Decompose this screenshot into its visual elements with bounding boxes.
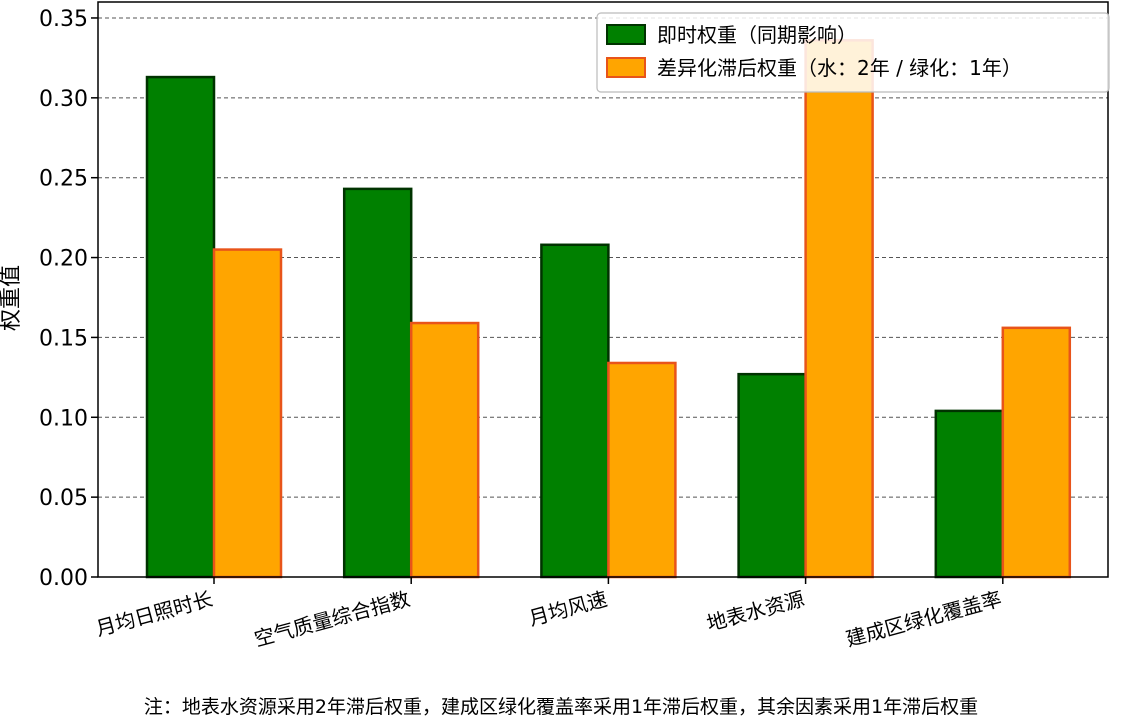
legend-swatch-instant [606, 24, 646, 45]
legend-swatch-lagged [606, 57, 646, 78]
legend: 即时权重（同期影响） 差异化滞后权重（水：2年 / 绿化：1年） [596, 12, 1110, 93]
y-tick-labels: 0.00 0.05 0.10 0.15 0.20 0.25 0.30 0.35 [39, 7, 98, 591]
legend-box [596, 12, 1110, 93]
y-tick-label: 0.20 [39, 247, 88, 272]
bar-instant-1 [342, 187, 413, 579]
x-tick-label: 月均风速 [526, 587, 609, 631]
y-tick-label: 0.05 [39, 486, 88, 511]
footnote: 注：地表水资源采用2年滞后权重，建成区绿化覆盖率采用1年滞后权重，其余因素采用1… [143, 696, 979, 718]
x-tick-label: 月均日照时长 [93, 587, 215, 641]
y-tick-label: 0.35 [39, 7, 88, 32]
bar-lagged-3 [804, 39, 874, 579]
bar-instant-3 [737, 372, 807, 579]
bar-lagged-4 [1001, 326, 1072, 579]
axes [97, 1, 1109, 578]
x-tick-labels: 月均日照时长 空气质量综合指数 月均风速 地表水资源 建成区绿化覆盖率 [93, 577, 1004, 651]
legend-label-lagged: 差异化滞后权重（水：2年 / 绿化：1年） [657, 56, 1022, 80]
bar-lagged-1 [409, 321, 480, 579]
y-tick-label: 0.10 [39, 406, 88, 431]
legend-label-instant: 即时权重（同期影响） [657, 23, 857, 47]
x-tick-label: 建成区绿化覆盖率 [843, 587, 1004, 652]
bar-instant-2 [540, 243, 610, 579]
y-tick-label: 0.30 [39, 87, 88, 112]
plot-frame [97, 1, 1109, 578]
y-tick-label: 0.25 [39, 167, 88, 192]
x-tick-label: 空气质量综合指数 [252, 587, 413, 652]
bar-lagged-0 [212, 248, 283, 579]
y-tick-label: 0.15 [39, 326, 88, 351]
bar-instant-4 [934, 409, 1005, 579]
y-axis-label: 权重值 [0, 265, 24, 331]
x-tick-label: 地表水资源 [704, 587, 807, 636]
bar-lagged-2 [607, 361, 677, 579]
bars [145, 39, 1072, 579]
y-tick-label: 0.00 [39, 566, 88, 591]
bar-instant-0 [145, 75, 216, 579]
